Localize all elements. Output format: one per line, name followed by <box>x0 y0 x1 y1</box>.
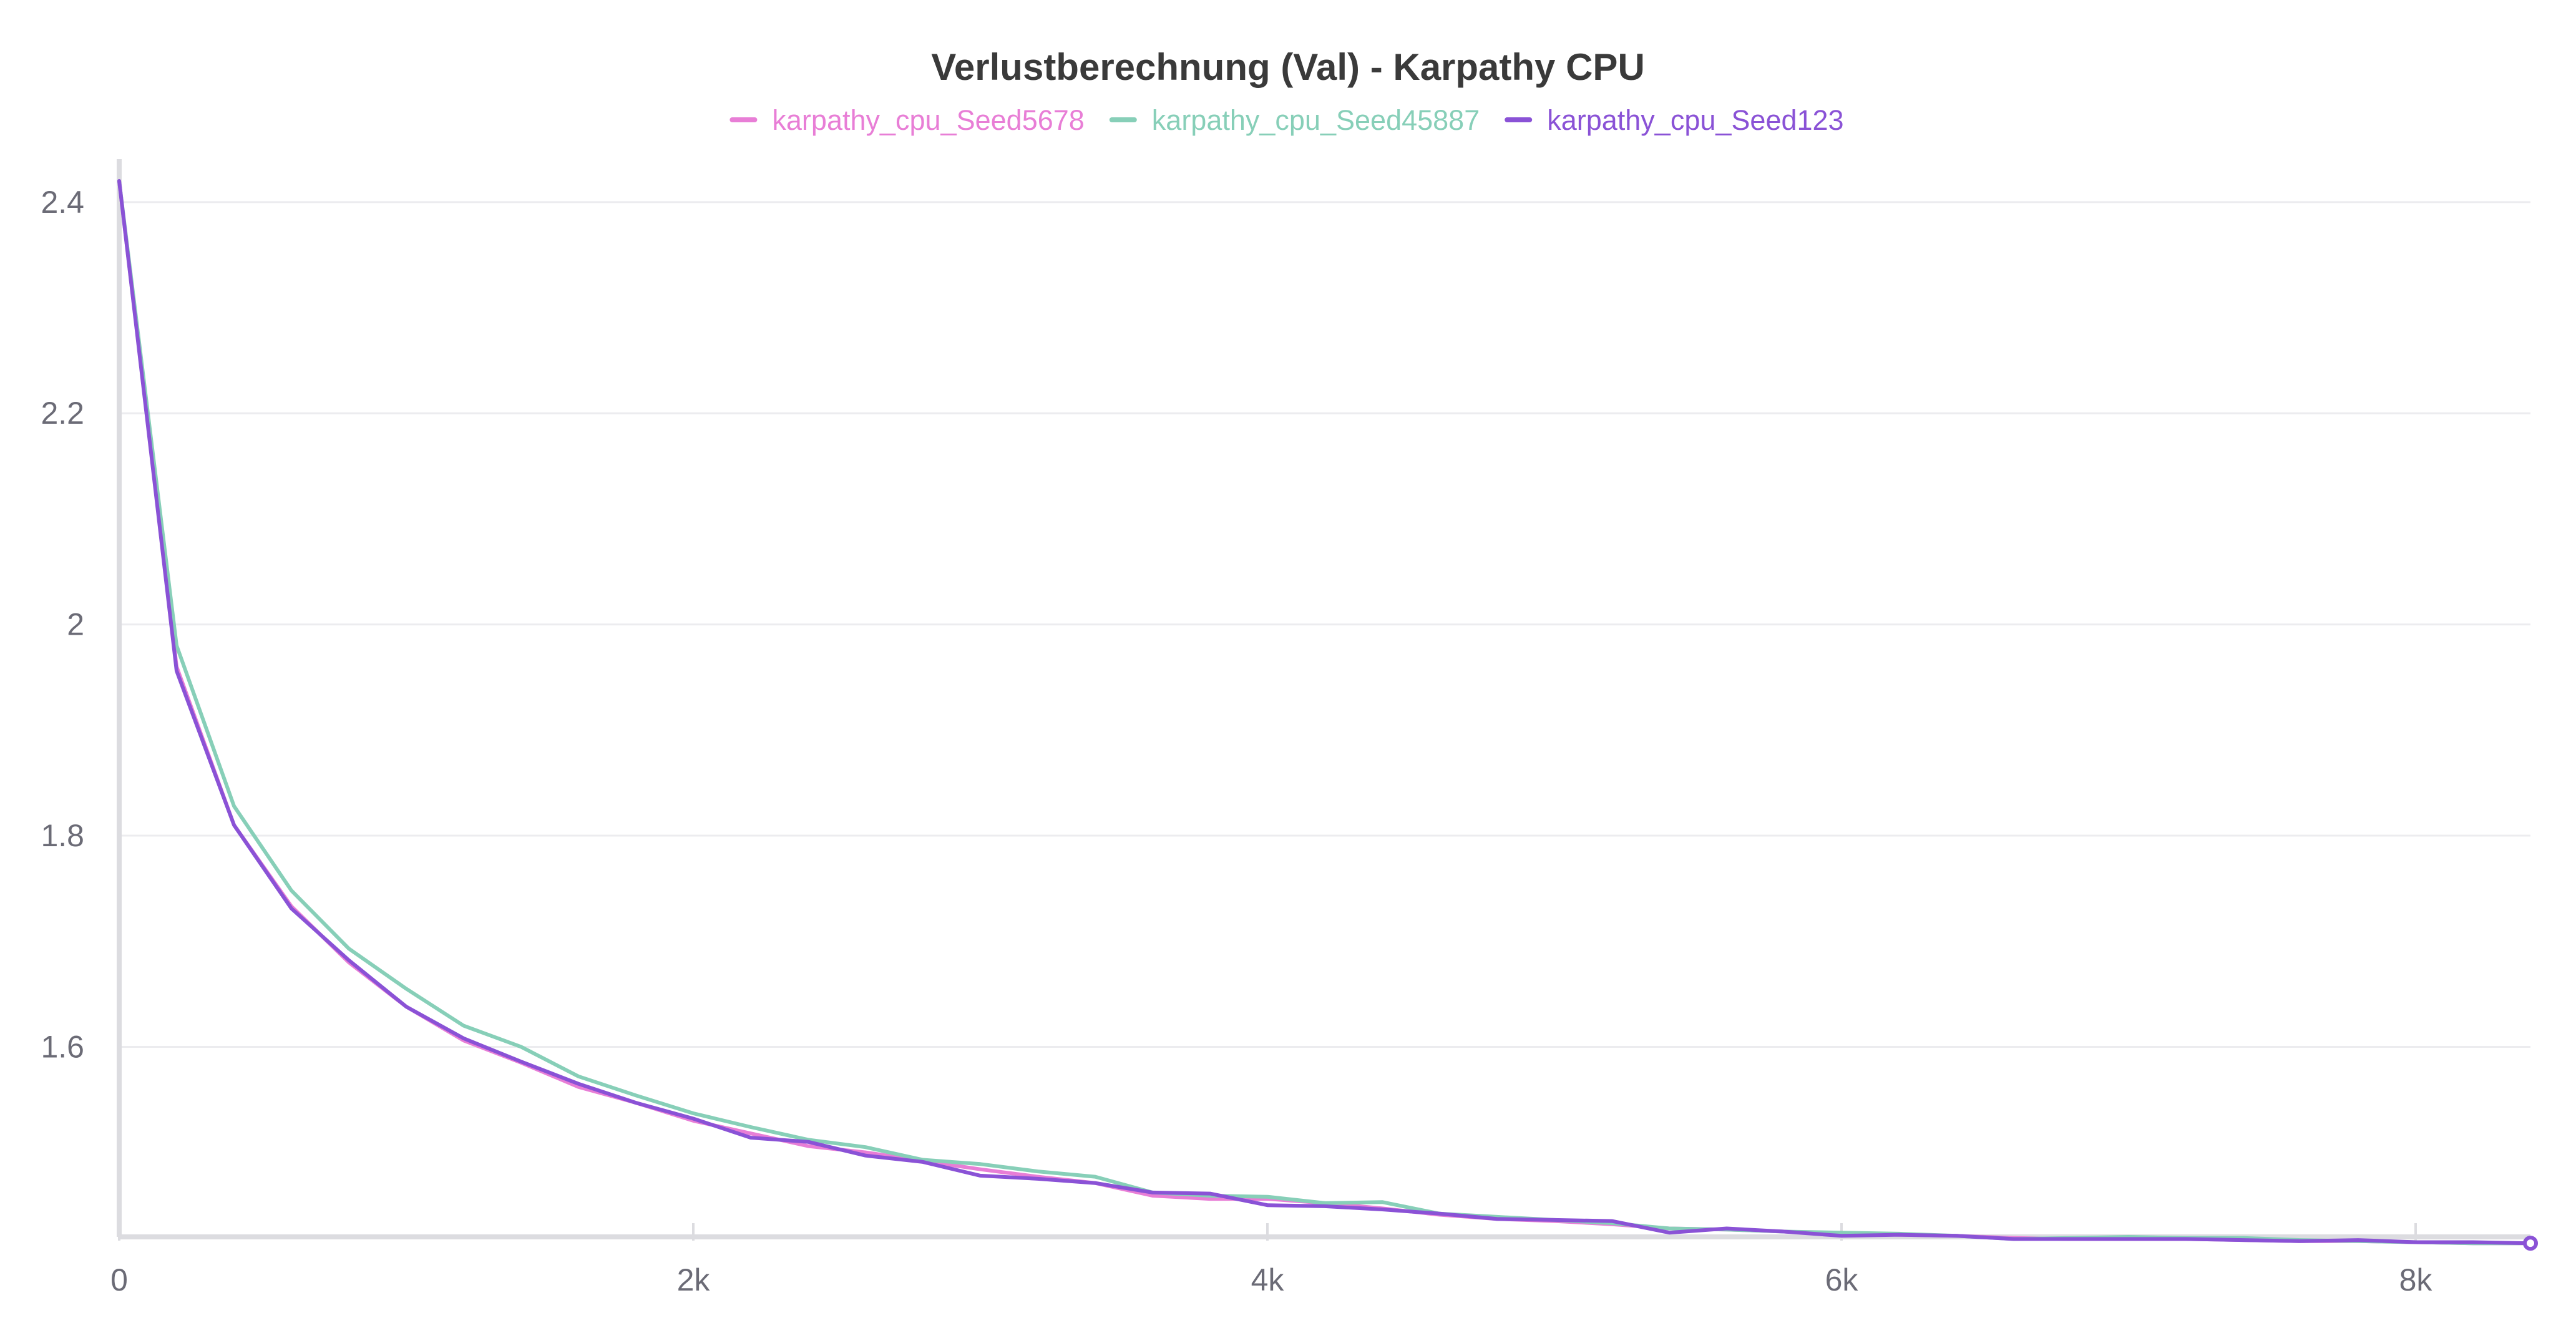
x-tick-label: 0 <box>110 1262 128 1297</box>
chart-title: Verlustberechnung (Val) - Karpathy CPU <box>931 46 1645 88</box>
y-tick-label: 1.8 <box>41 818 84 853</box>
legend-label: karpathy_cpu_Seed123 <box>1547 104 1843 136</box>
series-line-karpathy_cpu_Seed45887 <box>117 179 2532 1246</box>
x-tick-label: 6k <box>1825 1262 1859 1297</box>
legend-item[interactable]: karpathy_cpu_Seed45887 <box>1109 104 1480 136</box>
gridlines <box>119 201 2530 1048</box>
series-endpoint-marker <box>2523 1236 2538 1251</box>
x-tick-label: 8k <box>2399 1262 2433 1297</box>
series-endpoints <box>2523 1236 2538 1251</box>
legend-label: karpathy_cpu_Seed45887 <box>1152 104 1480 136</box>
y-tick-label: 2 <box>67 607 84 642</box>
y-tick-label: 1.6 <box>41 1029 84 1064</box>
axes <box>117 159 2530 1239</box>
series-line-karpathy_cpu_Seed5678 <box>117 179 2532 1246</box>
series-lines <box>117 179 2532 1246</box>
series-line-karpathy_cpu_Seed123 <box>117 179 2532 1246</box>
x-tick-label: 2k <box>677 1262 711 1297</box>
legend-item[interactable]: karpathy_cpu_Seed123 <box>1505 104 1844 136</box>
x-axis-ticks: 0 2k 4k 6k 8k <box>110 1223 2432 1297</box>
legend-item[interactable]: karpathy_cpu_Seed5678 <box>729 104 1085 136</box>
y-axis-ticks: 1.6 1.8 2 2.2 2.4 <box>41 185 84 1065</box>
y-tick-label: 2.2 <box>41 396 84 431</box>
legend: karpathy_cpu_Seed5678 karpathy_cpu_Seed45… <box>729 104 1844 136</box>
legend-label: karpathy_cpu_Seed5678 <box>772 104 1084 136</box>
x-tick-label: 4k <box>1251 1262 1285 1297</box>
y-tick-label: 2.4 <box>41 185 84 220</box>
